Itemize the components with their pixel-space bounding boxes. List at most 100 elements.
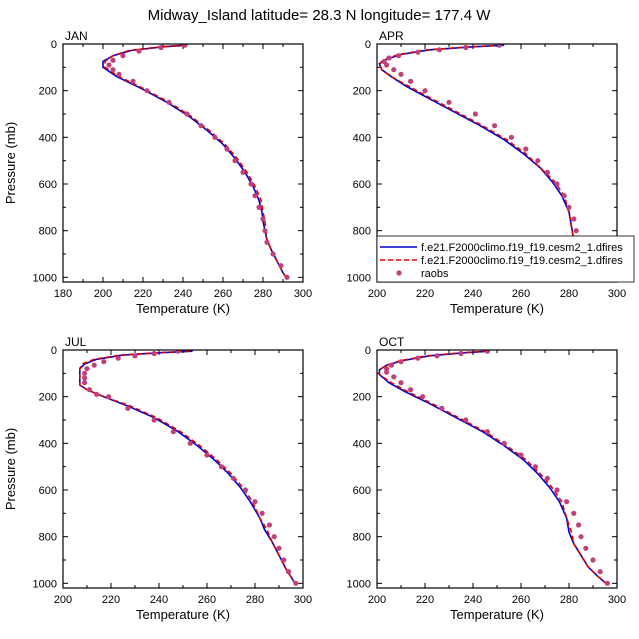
x-tick-label: 280 (560, 288, 578, 300)
raobs-point (232, 158, 238, 164)
raobs-point (132, 353, 138, 359)
y-tick-label: 800 (39, 532, 57, 544)
plot-frame (62, 349, 304, 589)
raobs-point (151, 350, 157, 357)
raobs-point (398, 359, 404, 365)
y-axis-label: Pressure (mb) (3, 122, 18, 204)
raobs-point (484, 350, 490, 354)
model-line-solid (79, 350, 297, 585)
raobs-point (182, 44, 188, 48)
panel-label: APR (379, 29, 404, 43)
legend-entry: f.e21.F2000climo.f19_f19.cesm2_1.dfires (421, 242, 623, 254)
raobs-point (396, 53, 402, 59)
x-tick-label: 240 (150, 594, 168, 606)
y-tick-label: 200 (353, 392, 371, 404)
raobs-point (564, 499, 570, 505)
x-tick-label: 260 (214, 288, 232, 300)
x-tick-label: 200 (94, 288, 112, 300)
y-tick-label: 0 (365, 39, 371, 51)
raobs-point (554, 487, 560, 493)
raobs-point (184, 111, 190, 117)
y-tick-label: 600 (39, 485, 57, 497)
raobs-point (224, 146, 230, 152)
raobs-point (293, 580, 299, 586)
raobs-point (554, 181, 560, 187)
x-axis-label: Temperature (K) (450, 301, 544, 316)
x-tick-label: 260 (512, 594, 530, 606)
raobs-point (259, 510, 265, 516)
raobs-point (286, 569, 292, 575)
raobs-point (571, 216, 577, 222)
model-line-solid (102, 44, 288, 279)
raobs-point (422, 88, 428, 94)
y-tick-label: 400 (39, 132, 57, 144)
raobs-point (535, 158, 541, 164)
legend: f.e21.F2000climo.f19_f19.cesm2_1.dfiresf… (376, 235, 635, 283)
raobs-point (91, 362, 97, 368)
raobs-point (264, 239, 270, 245)
raobs-point (120, 53, 126, 59)
raobs-point (271, 534, 277, 540)
legend-swatch-dot (396, 270, 402, 276)
x-tick-label: 200 (368, 594, 386, 606)
raobs-point (187, 440, 193, 446)
raobs-point (604, 580, 611, 586)
y-tick-label: 200 (39, 86, 57, 98)
legend-box (376, 235, 635, 283)
panels: 180 200 220 240 260 280 300 0 200 400 600 800 1000 Te… (3, 29, 626, 622)
raobs-point (106, 62, 112, 68)
raobs-point (576, 522, 582, 528)
raobs-series (82, 350, 299, 586)
raobs-point (420, 394, 426, 400)
raobs-point (578, 534, 584, 540)
x-tick-label: 220 (416, 288, 434, 300)
raobs-series (106, 44, 290, 280)
x-axis-label: Temperature (K) (136, 301, 230, 316)
raobs-point (266, 522, 272, 528)
legend-entry: f.e21.F2000climo.f19_f19.cesm2_1.dfires (421, 255, 623, 267)
x-tick-label: 220 (416, 594, 434, 606)
raobs-point (391, 374, 397, 380)
y-tick-label: 600 (353, 485, 371, 497)
raobs-point (508, 134, 514, 140)
x-tick-label: 300 (294, 288, 312, 300)
x-tick-label: 240 (464, 288, 482, 300)
x-tick-label: 200 (54, 594, 72, 606)
raobs-point (82, 375, 88, 381)
x-tick-label: 240 (464, 594, 482, 606)
x-tick-label: 200 (368, 288, 386, 300)
raobs-point (566, 204, 572, 210)
y-tick-label: 400 (353, 132, 371, 144)
raobs-point (204, 452, 210, 458)
x-tick-label: 280 (254, 288, 272, 300)
raobs-point (492, 123, 498, 129)
x-axis-label: Temperature (K) (136, 607, 230, 622)
y-tick-label: 1000 (347, 578, 371, 590)
y-tick-label: 1000 (33, 578, 57, 590)
y-tick-label: 800 (353, 226, 371, 238)
raobs-point (518, 452, 524, 458)
raobs-point (434, 353, 440, 359)
model-line-solid (378, 350, 608, 586)
raobs-point (276, 545, 282, 551)
x-tick-label: 300 (608, 288, 626, 300)
x-tick-label: 260 (512, 288, 530, 300)
raobs-point (463, 44, 469, 51)
x-tick-label: 240 (174, 288, 192, 300)
y-axis-label: Pressure (mb) (3, 428, 18, 510)
raobs-point (573, 228, 579, 234)
x-tick-label: 280 (246, 594, 264, 606)
y-tick-label: 0 (365, 345, 371, 357)
raobs-point (446, 99, 452, 105)
panel-oct: 200 220 240 260 280 300 0 200 400 600 800 1000 Tempe… (347, 335, 627, 622)
raobs-point (86, 387, 92, 393)
y-tick-label: 200 (39, 392, 57, 404)
raobs-series (381, 44, 603, 280)
x-tick-label: 300 (294, 594, 312, 606)
raobs-point (391, 67, 397, 73)
x-tick-label: 180 (54, 288, 72, 300)
raobs-point (252, 193, 258, 199)
x-tick-label: 280 (560, 594, 578, 606)
raobs-point (130, 78, 136, 84)
